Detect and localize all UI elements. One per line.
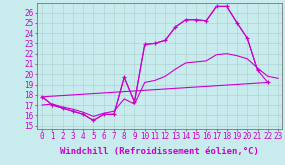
X-axis label: Windchill (Refroidissement éolien,°C): Windchill (Refroidissement éolien,°C) bbox=[60, 147, 259, 156]
